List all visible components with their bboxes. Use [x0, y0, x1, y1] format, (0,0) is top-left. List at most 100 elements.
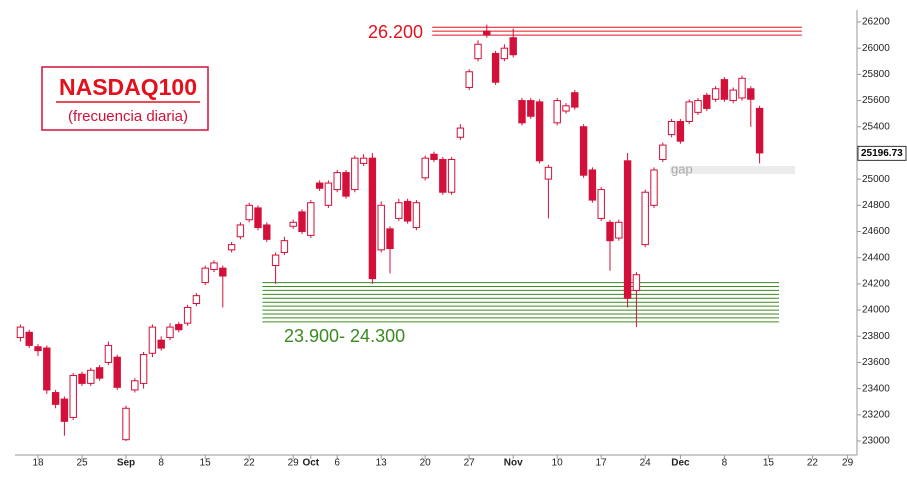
candle-body — [720, 79, 729, 100]
candle-body — [694, 100, 702, 113]
candle-body — [227, 244, 236, 251]
candle-body — [43, 347, 51, 391]
candle-body — [483, 30, 491, 36]
candle-body — [166, 326, 174, 339]
candle-body — [324, 182, 333, 206]
candle-body — [729, 89, 737, 102]
candle-body — [245, 204, 253, 221]
x-tick-label: 8 — [158, 458, 164, 469]
gap-band — [670, 166, 795, 174]
candle-body — [703, 94, 711, 109]
candle-body — [386, 228, 394, 250]
candle-body — [439, 158, 447, 193]
candle-body — [183, 306, 192, 324]
title-box — [41, 66, 209, 131]
candle-body — [157, 339, 165, 349]
last-price-label: 25196.73 — [861, 148, 903, 159]
candle-body — [201, 267, 209, 284]
candle-body — [289, 221, 297, 227]
candle-body — [69, 375, 77, 418]
x-tick-label: Oct — [302, 458, 319, 469]
gap-label: gap — [671, 161, 693, 176]
y-tick-label: 24000 — [862, 305, 890, 316]
candle-body — [175, 323, 183, 331]
candle-body — [474, 43, 482, 60]
candle-body — [78, 373, 86, 384]
candle-body — [447, 158, 456, 193]
x-tick-label: Sep — [117, 458, 135, 469]
candle-body — [263, 224, 271, 240]
y-tick-label: 23400 — [862, 383, 890, 394]
y-tick-label: 23200 — [862, 409, 890, 420]
x-tick-label: 27 — [464, 458, 476, 469]
candle-body — [571, 92, 579, 108]
x-tick-label: Dec — [671, 458, 690, 469]
x-tick-label: 13 — [376, 458, 388, 469]
candle-body — [16, 326, 25, 339]
x-tick-label: 29 — [842, 458, 854, 469]
x-tick-label: 20 — [420, 458, 432, 469]
candle-body — [210, 262, 218, 270]
y-tick-label: 25600 — [862, 95, 890, 106]
candle-body — [315, 182, 324, 189]
candle-body — [368, 157, 377, 280]
candle-body — [544, 166, 553, 180]
candle-body — [395, 202, 403, 219]
candle-body — [333, 172, 341, 191]
candle-body — [632, 274, 641, 291]
candle-body — [747, 88, 755, 100]
y-tick-label: 25400 — [862, 121, 890, 132]
candle-body — [236, 224, 245, 238]
y-tick-label: 23800 — [862, 331, 890, 342]
x-tick-label: 10 — [552, 458, 564, 469]
candle-body — [667, 121, 676, 136]
x-tick-label: 22 — [807, 458, 819, 469]
x-tick-label: 22 — [244, 458, 256, 469]
y-tick-label: 24400 — [862, 252, 890, 263]
candle-body — [641, 191, 649, 246]
candle-body — [588, 169, 597, 201]
candle-body — [192, 295, 201, 305]
y-tick-label: 26200 — [862, 17, 890, 28]
candle-body — [139, 354, 148, 384]
candle-body — [623, 160, 632, 299]
candle-body — [553, 100, 561, 124]
candle-body — [307, 202, 315, 236]
candle-body — [271, 254, 280, 267]
candle-body — [562, 105, 570, 112]
candle-body — [377, 204, 385, 251]
candle-body — [359, 157, 368, 164]
candle-body — [456, 127, 465, 138]
y-tick-label: 26000 — [862, 43, 890, 54]
last-price-box — [857, 145, 907, 161]
candle-body — [113, 356, 121, 388]
candle-body — [500, 47, 509, 60]
candle-body — [430, 153, 438, 160]
candle-body — [351, 157, 359, 191]
candle-body — [298, 211, 306, 232]
y-tick-label: 23000 — [862, 436, 890, 447]
y-tick-label: 25000 — [862, 174, 890, 185]
candle-body — [131, 380, 139, 391]
candle-body — [342, 172, 350, 197]
y-tick-label: 24600 — [862, 226, 890, 237]
candle-body — [518, 100, 526, 124]
candle-body — [87, 369, 95, 384]
chart-title: NASDAQ100 — [59, 74, 197, 100]
candle-body — [280, 240, 289, 253]
candle-body — [60, 398, 69, 422]
y-tick-label: 24800 — [862, 200, 890, 211]
candle-body — [51, 392, 60, 405]
candle-body — [676, 121, 685, 142]
x-tick-label: 24 — [640, 458, 652, 469]
candle-body — [615, 221, 623, 239]
x-tick-label: 29 — [288, 458, 300, 469]
x-tick-label: 25 — [76, 458, 88, 469]
candle-body — [597, 189, 605, 219]
candle-body — [34, 346, 42, 352]
candle-body — [465, 71, 473, 88]
candle-body — [685, 101, 693, 123]
x-tick-label: 6 — [334, 458, 340, 469]
candle-body — [535, 101, 544, 162]
